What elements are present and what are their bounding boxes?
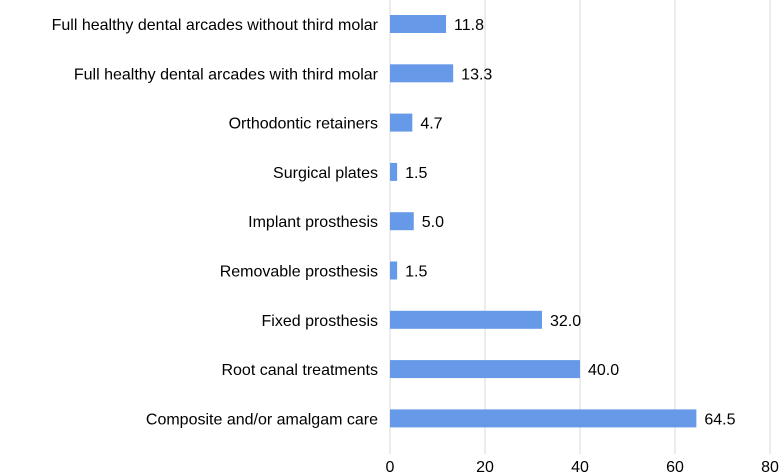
x-tick-label: 60 — [666, 459, 684, 474]
bar — [390, 15, 447, 33]
value-label: 4.7 — [420, 116, 442, 133]
bars — [390, 15, 697, 428]
value-label: 1.5 — [405, 165, 427, 182]
value-label: 5.0 — [422, 214, 444, 231]
value-label: 40.0 — [588, 362, 619, 379]
bar — [390, 310, 542, 329]
bar — [390, 162, 398, 181]
bar — [390, 261, 398, 280]
category-label: Full healthy dental arcades with third m… — [74, 66, 379, 83]
bar — [390, 212, 414, 231]
x-tick-label: 40 — [571, 459, 589, 474]
bar — [390, 113, 413, 132]
category-label: Surgical plates — [273, 165, 378, 182]
category-label: Root canal treatments — [221, 362, 378, 379]
value-label: 13.3 — [461, 66, 492, 83]
category-label: Removable prosthesis — [220, 264, 378, 281]
bar — [390, 64, 454, 83]
bar — [390, 360, 580, 379]
x-tick-label: 20 — [476, 459, 494, 474]
value-label: 11.8 — [454, 17, 484, 34]
category-label: Implant prosthesis — [248, 214, 378, 231]
x-tick-label: 80 — [761, 459, 779, 474]
bar — [390, 409, 697, 428]
value-label: 1.5 — [405, 264, 427, 281]
category-label: Fixed prosthesis — [262, 313, 379, 330]
x-tick-label: 0 — [386, 459, 395, 474]
value-label: 64.5 — [704, 411, 735, 428]
labels: 0 20 40 60 80 Full healthy dental arcades wit… — [52, 17, 779, 474]
value-label: 32.0 — [550, 313, 581, 330]
category-label: Composite and/or amalgam care — [146, 411, 378, 428]
category-label: Orthodontic retainers — [229, 116, 378, 133]
category-label: Full healthy dental arcades without thir… — [52, 17, 379, 34]
